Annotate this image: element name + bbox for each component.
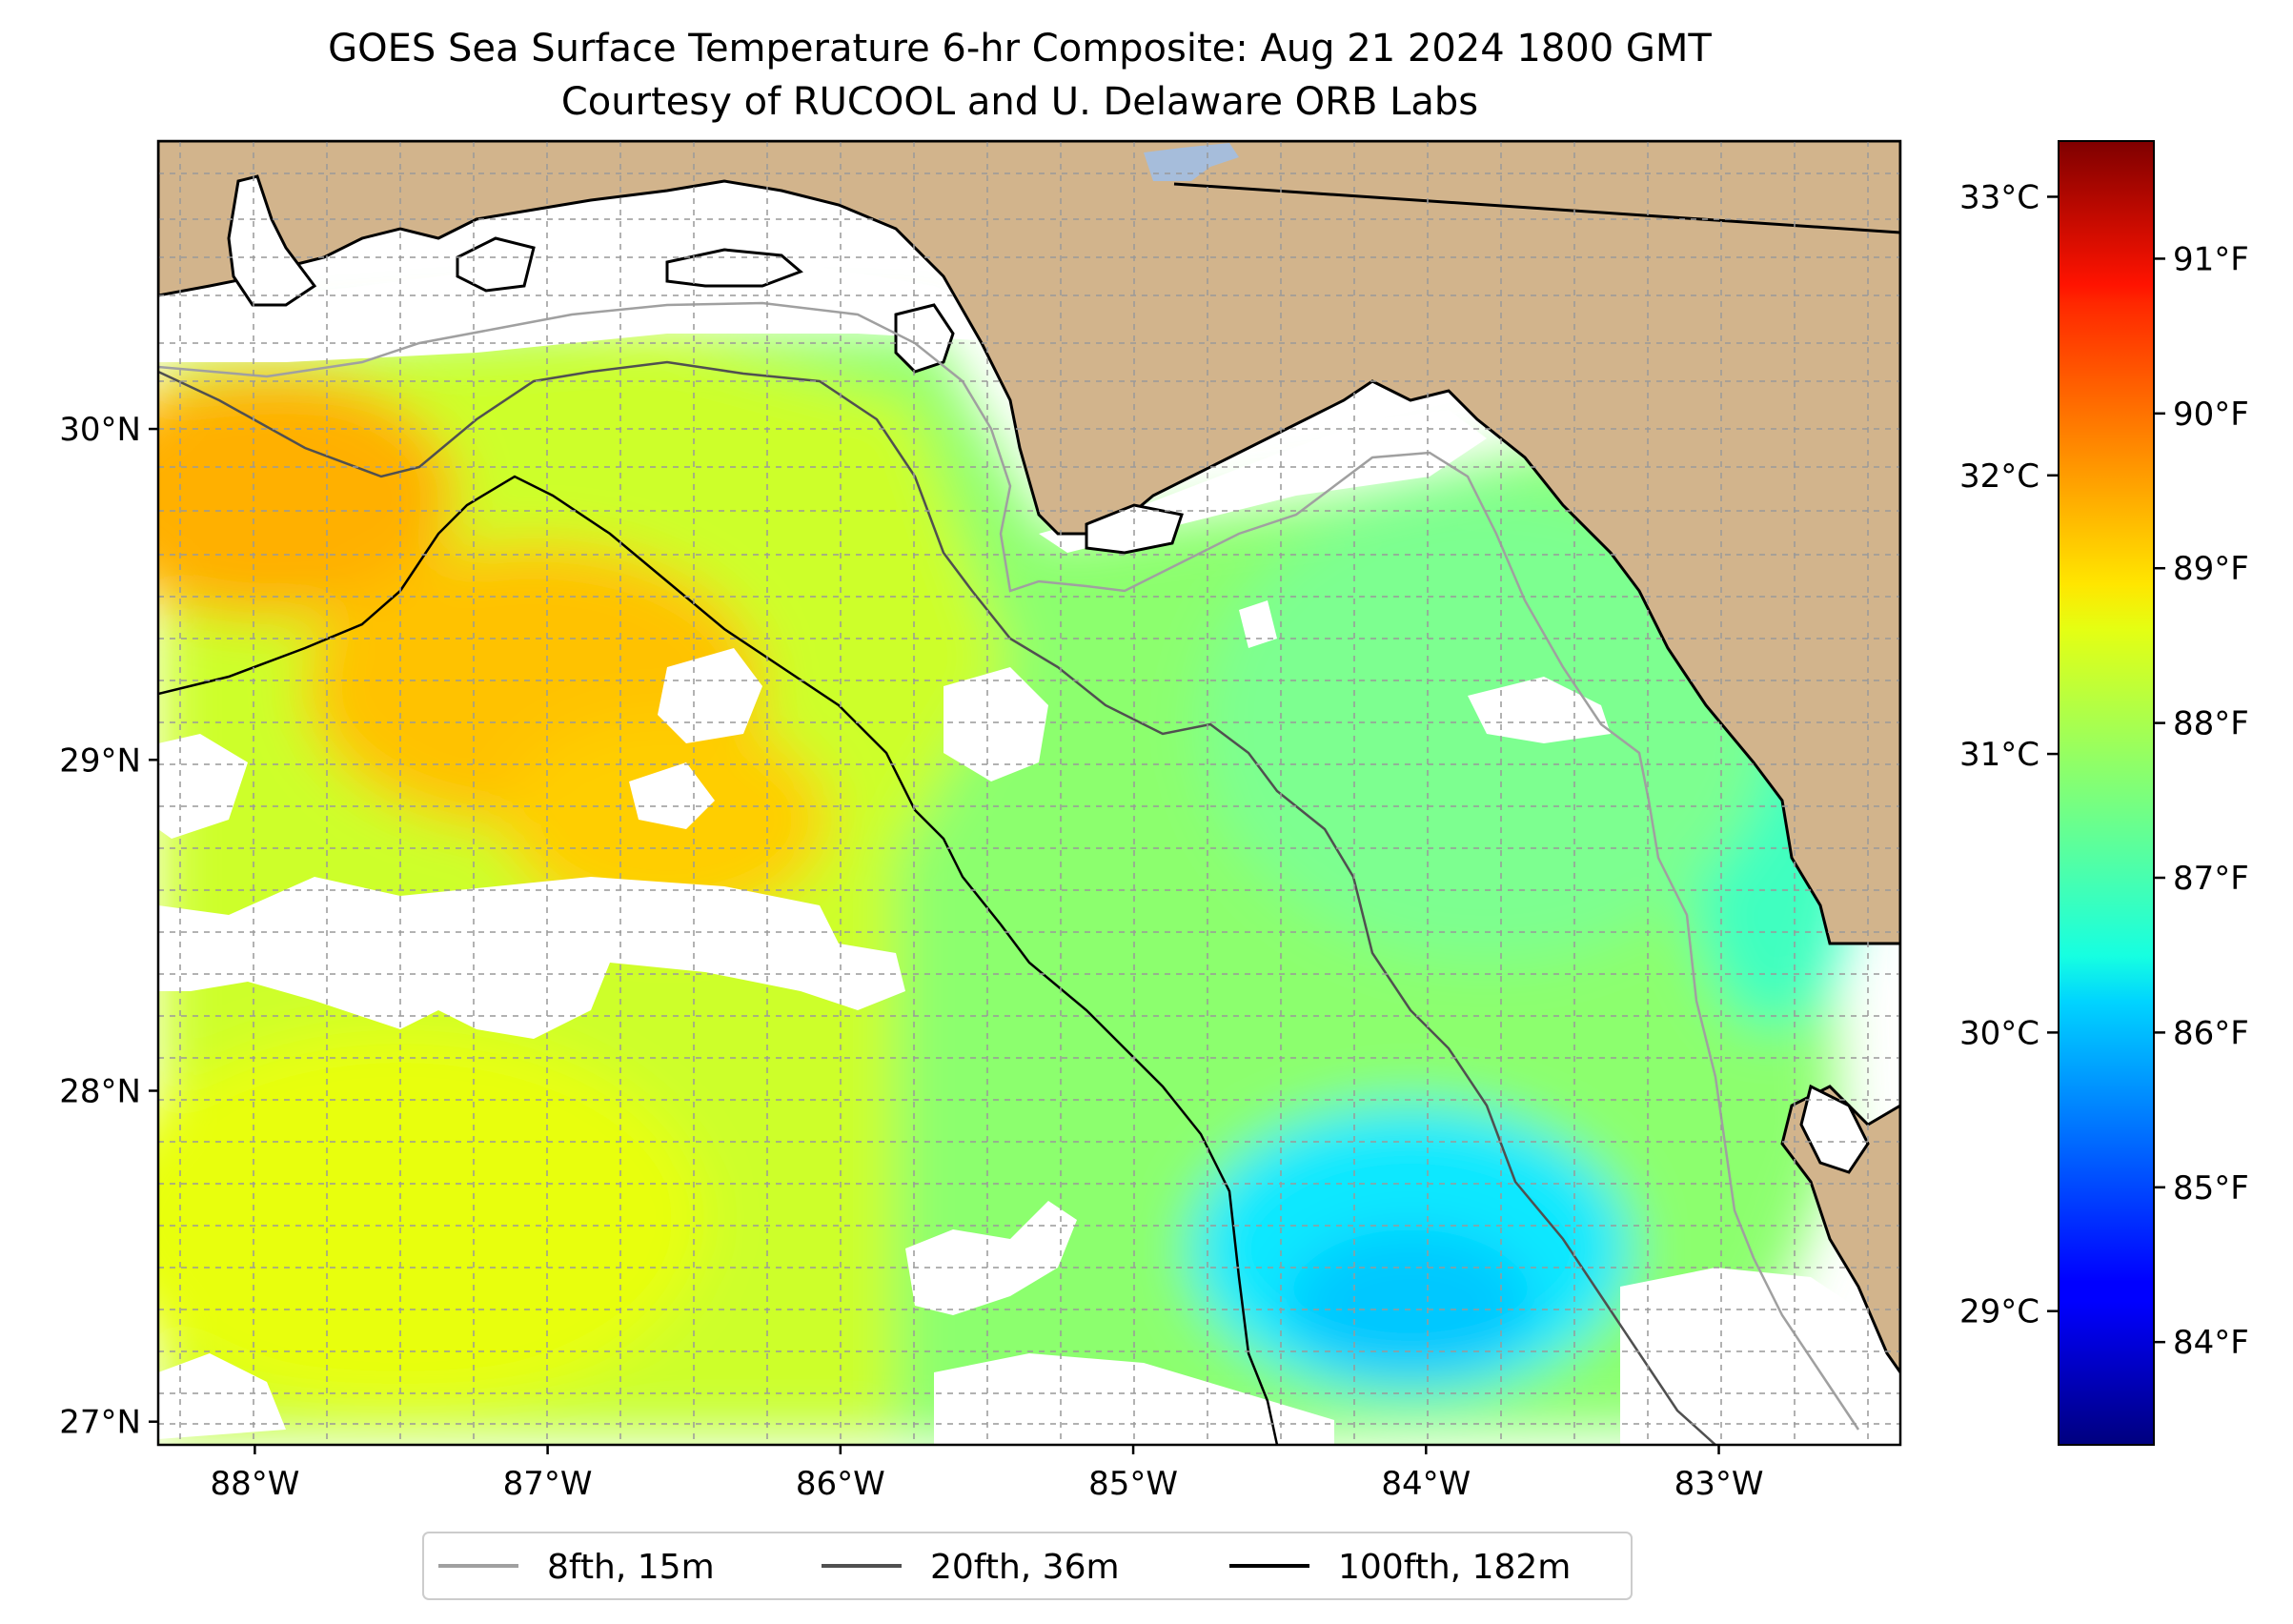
legend-box <box>422 1532 1633 1600</box>
pensacola-bay <box>456 236 536 293</box>
isobath-20fth <box>158 360 1716 1445</box>
fahrenheit-tick-label: 87°F <box>2173 860 2249 898</box>
st-andrew-bay <box>894 303 955 374</box>
land-north <box>158 141 1900 1375</box>
gap-southcentral <box>905 1201 1077 1315</box>
state-border <box>1173 182 1900 234</box>
legend-label-100fth: 100fth, 182m <box>1338 1548 1571 1587</box>
lon-tick-label: 86°W <box>796 1465 885 1503</box>
colorbar: 33°C 32°C 31°C 30°C 29°C 91°F 90°F 89°F 88°F 87°… <box>1959 140 2249 1446</box>
fahrenheit-tick-label: 85°F <box>2173 1169 2249 1208</box>
lat-tick-label: 29°N <box>59 741 141 780</box>
celsius-tick-label: 29°C <box>1959 1293 2039 1331</box>
latitude-axis: 30°N 29°N 28°N 27°N <box>59 411 158 1442</box>
gap-bottom-right <box>1620 1268 1900 1445</box>
fahrenheit-tick-label: 90°F <box>2173 396 2249 434</box>
fahrenheit-tick-label: 91°F <box>2173 240 2249 278</box>
legend-label-8fth: 8fth, 15m <box>547 1548 715 1587</box>
lon-tick-label: 88°W <box>210 1465 299 1503</box>
fahrenheit-tick-label: 89°F <box>2173 550 2249 588</box>
lake <box>1144 143 1239 181</box>
celsius-tick-label: 32°C <box>1959 457 2039 496</box>
gap-midsouth-1 <box>658 648 762 743</box>
map-frame <box>156 139 1902 1447</box>
no-data-gaps <box>158 257 1900 1445</box>
isobath-100fth <box>158 475 1279 1445</box>
map-title-line2: Courtesy of RUCOOL and U. Delaware ORB L… <box>561 80 1478 124</box>
celsius-tick-label: 30°C <box>1959 1014 2039 1052</box>
colorbar-fahrenheit-axis: 91°F 90°F 89°F 88°F 87°F 86°F 85°F 84°F <box>2154 240 2249 1362</box>
lon-tick-label: 87°W <box>503 1465 593 1503</box>
bays <box>227 174 1870 1174</box>
map-title-line1: GOES Sea Surface Temperature 6-hr Compos… <box>328 27 1712 71</box>
longitude-axis: 88°W 87°W 86°W 85°W 84°W 83°W <box>210 1445 1763 1503</box>
gridlines <box>158 141 1900 1445</box>
legend-label-20fth: 20fth, 36m <box>930 1548 1120 1587</box>
gap-northcentral <box>1239 600 1277 648</box>
sst-hotspot-nw <box>158 372 457 619</box>
isobath-8fth <box>158 301 1860 1431</box>
fahrenheit-tick-label: 84°F <box>2173 1324 2249 1362</box>
lat-tick-label: 28°N <box>59 1072 141 1110</box>
gap-bottom-left <box>158 1353 286 1439</box>
gap-coast-west <box>158 257 1029 362</box>
tampa-bay <box>1799 1084 1870 1174</box>
map-area <box>158 141 1900 1445</box>
celsius-tick-label: 33°C <box>1959 178 2039 216</box>
fahrenheit-tick-label: 86°F <box>2173 1014 2249 1052</box>
apalachicola-bay <box>1085 503 1184 555</box>
sst-yellow-band <box>158 1029 705 1411</box>
colorbar-celsius-axis: 33°C 32°C 31°C 30°C 29°C <box>1959 178 2059 1331</box>
gap-central-band <box>158 877 905 1039</box>
lon-tick-label: 84°W <box>1381 1465 1471 1503</box>
lat-tick-label: 27°N <box>59 1404 141 1442</box>
isobaths <box>158 301 1860 1445</box>
colorbar-gradient <box>2058 140 2155 1446</box>
sst-cool-core <box>1287 1229 1534 1382</box>
celsius-tick-label: 31°C <box>1959 736 2039 774</box>
lon-tick-label: 85°W <box>1088 1465 1178 1503</box>
gap-midsouth-2 <box>629 762 715 829</box>
fahrenheit-tick-label: 88°F <box>2173 705 2249 743</box>
lat-tick-label: 30°N <box>59 411 141 449</box>
lon-tick-label: 83°W <box>1674 1465 1764 1503</box>
gap-north-blob <box>944 667 1048 782</box>
legend: 8fth, 15m 20fth, 36m 100fth, 182m <box>422 1532 1633 1600</box>
